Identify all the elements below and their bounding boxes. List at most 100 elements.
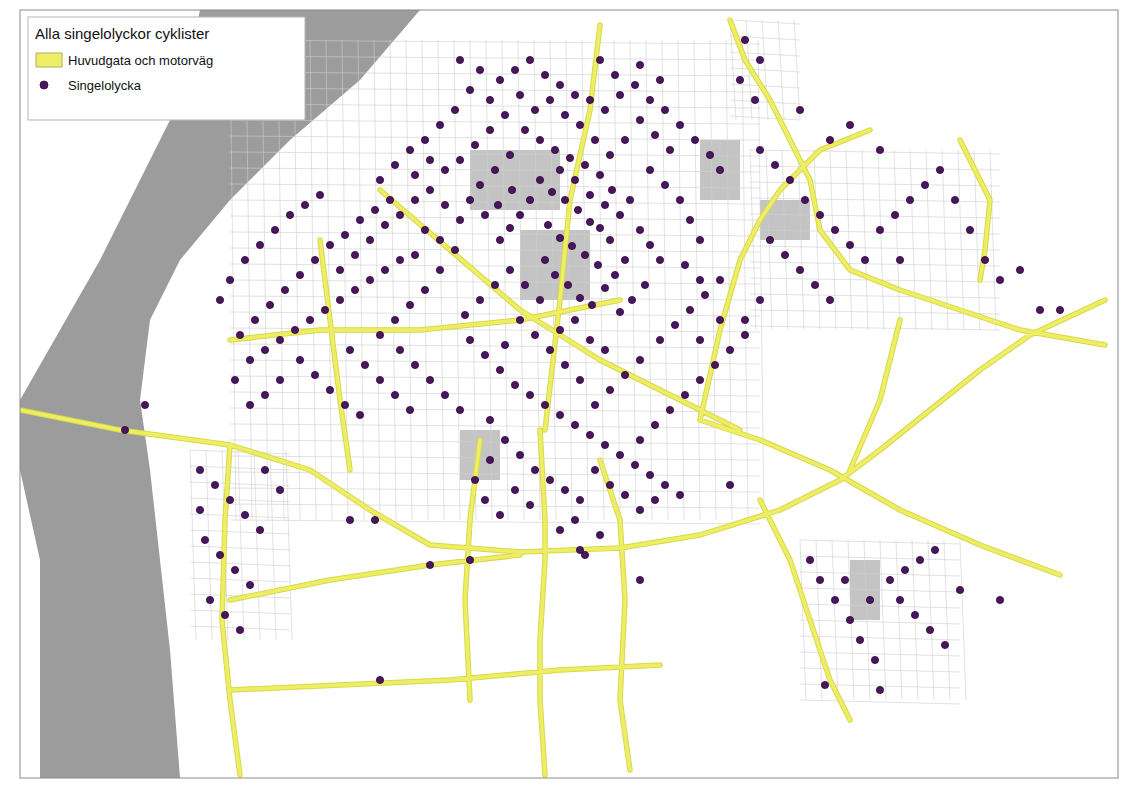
street [230,408,760,412]
accident-point [921,181,928,188]
accident-point [601,106,608,113]
accident-point [496,366,503,373]
accident-point [716,276,723,283]
accident-point [856,636,863,643]
accident-point [741,316,748,323]
accident-point [311,371,318,378]
accident-point [511,381,518,388]
street [910,150,916,330]
accident-point [306,316,313,323]
street [422,40,428,520]
accident-point [541,256,548,263]
accident-point [456,156,463,163]
accident-point [646,96,653,103]
accident-point [216,551,223,558]
accident-point [846,121,853,128]
accident-point [696,236,703,243]
street [230,296,760,300]
street [190,546,290,550]
accident-point [396,256,403,263]
accident-point [476,181,483,188]
street [230,104,760,108]
accident-point [676,491,683,498]
accident-point [896,596,903,603]
street [310,40,316,520]
accident-point [316,191,323,198]
accident-point [576,546,583,553]
accident-point [636,116,643,123]
accident-point [561,361,568,368]
accident-point [351,251,358,258]
accident-point [576,376,583,383]
accident-point [591,136,598,143]
accident-point [606,481,613,488]
accident-point [996,596,1003,603]
street [518,40,524,520]
accident-point [476,296,483,303]
street [798,150,804,330]
accident-point [821,681,828,688]
street [230,264,760,268]
accident-point [311,256,318,263]
accident-point [866,596,873,603]
accident-point [564,281,571,288]
accident-point [466,336,473,343]
accident-point [661,106,668,113]
accident-point [561,486,568,493]
street [878,150,884,330]
accident-point [646,241,653,248]
legend-swatch [36,53,62,67]
street [928,540,934,700]
accident-point [596,171,603,178]
accident-point [421,286,428,293]
street [730,36,800,40]
accident-point [631,461,638,468]
accident-point [531,466,538,473]
accident-point [581,161,588,168]
accident-point [341,231,348,238]
street [794,20,800,120]
accident-point [696,376,703,383]
street [864,540,870,700]
accident-point [891,211,898,218]
accident-point [636,506,643,513]
accident-point [816,211,823,218]
accident-point [396,346,403,353]
accident-point [586,191,593,198]
accident-point [461,311,468,318]
accident-point [766,236,773,243]
street [800,620,960,624]
accident-point [551,146,558,153]
accident-point [756,296,763,303]
street [230,232,760,236]
accident-point [471,141,478,148]
legend-label: Singelolycka [68,78,142,93]
street [230,56,760,60]
accident-point [336,296,343,303]
accident-point [941,641,948,648]
accident-point [236,331,243,338]
accident-point [631,81,638,88]
accident-point [246,356,253,363]
accident-point [226,496,233,503]
accident-point [501,111,508,118]
accident-point [526,56,533,63]
street [230,392,760,396]
street [230,360,760,364]
accident-point [406,406,413,413]
street [190,610,290,614]
map: Alla singelolyckor cyklisterHuvudgata oc… [0,0,1126,795]
street [190,498,290,502]
accident-point [586,96,593,103]
accident-point [771,161,778,168]
street [230,456,760,460]
accident-point [276,336,283,343]
accident-point [681,261,688,268]
accident-point [196,466,203,473]
street [190,578,290,582]
base-map [20,10,1000,778]
accident-point [501,436,508,443]
accident-point [371,516,378,523]
accident-point [441,201,448,208]
accident-point [371,206,378,213]
